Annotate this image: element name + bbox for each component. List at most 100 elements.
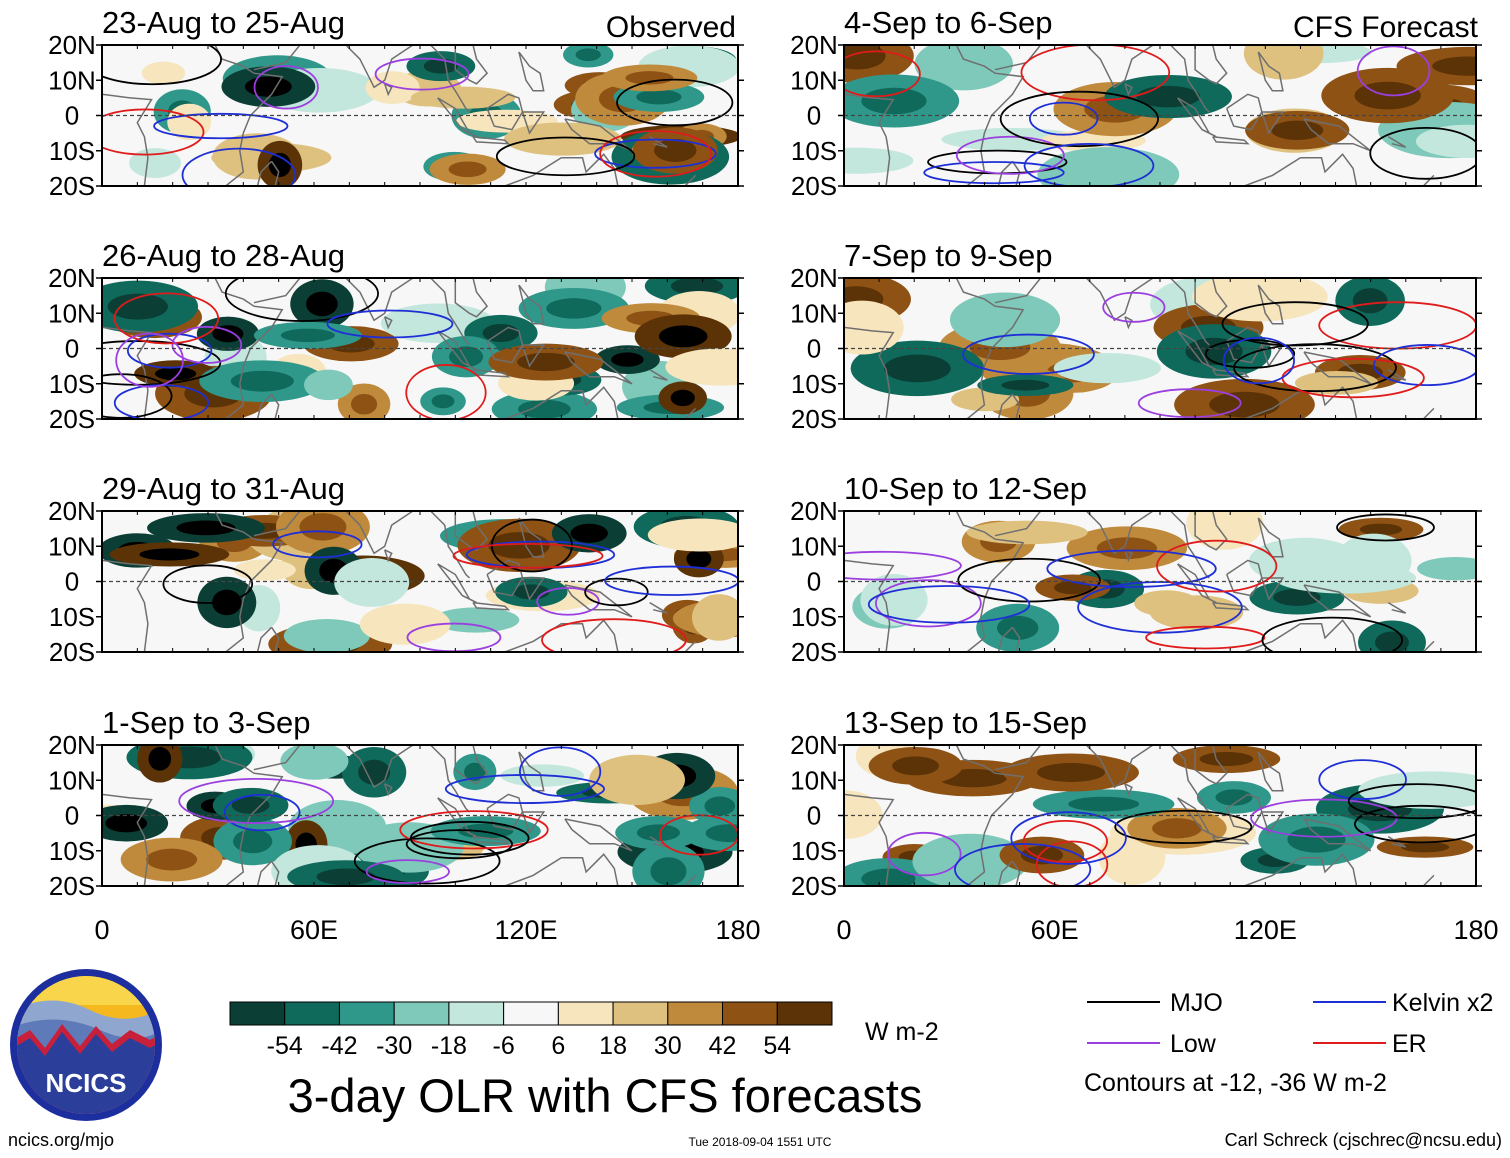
dry-anomaly-core [1400,841,1450,853]
wet-anomaly-core [546,298,602,319]
y-tick-label: 10N [48,531,96,561]
coastline [472,601,511,611]
y-tick-label: 10S [49,836,95,866]
colorbar-swatch [284,1001,340,1026]
dry-anomaly-core [654,138,697,162]
coastline [1124,549,1133,563]
y-tick-label: 0 [807,101,821,131]
colorbar-tick-label: 42 [709,1032,737,1060]
wet-anomaly [283,618,370,652]
y-tick-label: 0 [65,567,79,597]
x-tick-label: 60E [290,915,338,945]
panel-title: 26-Aug to 28-Aug [102,238,345,273]
kelvin-contour [181,147,297,186]
wet-anomaly [1274,562,1417,594]
coastline [472,135,511,145]
coastline [1075,45,1154,89]
colorbar-tick-label: 54 [763,1032,791,1060]
dry-anomaly-core [1271,120,1324,140]
kelvin-contour [867,585,1031,624]
x-tick-label: 120E [1234,915,1297,945]
column-label-forecast: CFS Forecast [1293,11,1479,44]
y-tick-label: 0 [807,567,821,597]
kelvin-contour [1023,143,1155,186]
coastline [1422,874,1435,886]
dry-anomaly [359,603,451,645]
dry-anomaly [1134,590,1199,617]
wet-anomaly-core [1287,826,1346,853]
kelvin-contour [954,843,1092,886]
coastline [1169,511,1210,579]
wet-anomaly-core [464,762,486,781]
mjo-contour [1336,513,1435,542]
coastline [454,745,489,785]
wet-anomaly [280,745,349,780]
y-tick-label: 10N [48,65,96,95]
er-contour [405,364,487,419]
wet-anomaly-core [1352,288,1388,314]
colorbar: -54 -42 -30 -18 -6 6 18 30 42 54 [229,1001,833,1060]
wet-anomaly-core [570,523,608,543]
coastline [564,584,633,618]
y-tick-label: 20S [791,404,837,434]
dry-anomaly [966,520,1088,545]
coastline [564,818,633,852]
dry-anomaly [1186,511,1264,550]
wet-anomaly-core [212,325,244,343]
dry-anomaly-core [146,848,198,871]
y-tick-label: 0 [65,334,79,364]
coastline [955,278,1025,419]
low-contour [887,831,962,877]
coastline [430,511,471,579]
y-tick-label: 20N [790,730,838,760]
coastline [1303,584,1372,618]
dry-anomaly-core [670,389,695,407]
colorbar-tick-label: -30 [376,1032,412,1060]
wet-anomaly [304,369,353,401]
colorbar-tick-label: -6 [493,1032,515,1060]
dry-anomaly [141,61,186,85]
wet-anomaly-core [670,278,724,295]
coastline [1075,745,1154,789]
x-tick-label: 120E [494,915,557,945]
mjo-contour [1261,616,1404,652]
wet-anomaly-core [448,346,484,368]
coastline [1194,745,1228,785]
colorbar-swatch [393,1001,450,1026]
wet-anomaly-core [431,394,455,409]
coastline [997,860,1021,886]
coastline [518,51,545,92]
wet-anomaly-core [107,293,168,320]
ncics-logo: NCICS [10,969,162,1121]
contour-note: Contours at -12, -36 W m-2 [1084,1069,1387,1097]
y-tick-label: 20S [49,871,95,901]
coastline [102,559,153,652]
kelvin-contour [444,774,605,804]
y-tick-label: 20N [48,496,96,526]
coastline [253,511,301,537]
wet-anomaly-core [423,58,459,74]
x-tick-label: 180 [1453,915,1498,945]
dry-anomaly [1243,45,1324,80]
low-contour [178,777,335,824]
mjo-contour [495,136,636,177]
column-label-observed: Observed [606,11,736,44]
kelvin-contour [153,112,289,140]
wet-anomaly [334,557,410,607]
coastline [253,278,301,304]
panel-title: 29-Aug to 31-Aug [102,471,345,506]
wet-anomaly-core [280,328,335,343]
dry-anomaly-core [517,352,575,372]
kelvin-contour [1010,811,1127,865]
coastline [1212,135,1250,145]
low-contour [365,859,450,884]
y-tick-label: 0 [65,801,79,831]
colorbar-swatch [612,1001,669,1026]
coastline [955,511,1025,652]
colorbar-swatch [557,1001,614,1026]
